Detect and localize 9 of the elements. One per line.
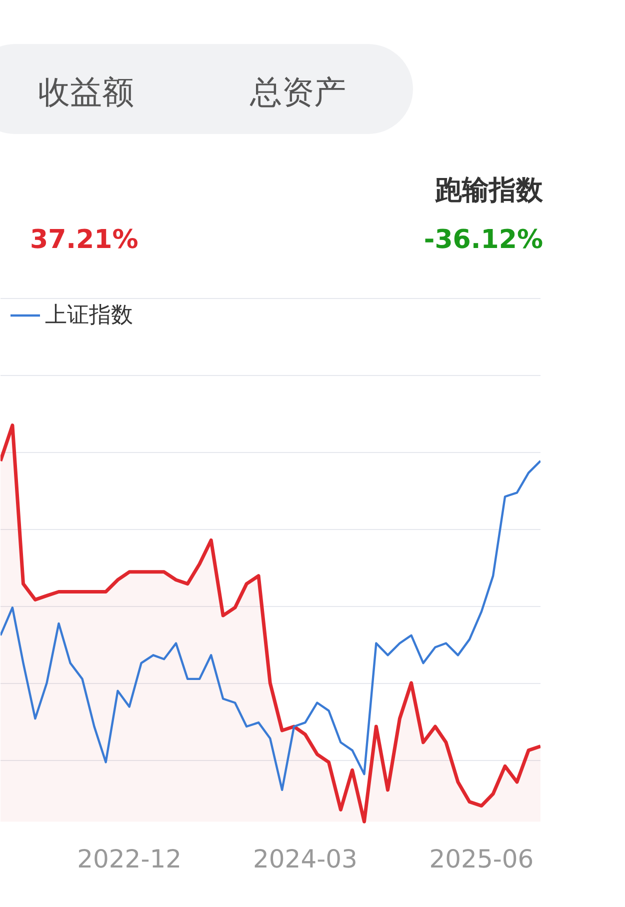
text: 总资产 — [250, 72, 346, 113]
x-tick-label: 2022-12 — [77, 844, 182, 874]
text: -36.12% — [424, 224, 543, 257]
x-tick-label: 2024-03 — [252, 844, 358, 874]
x-tick-label: 2025-06 — [429, 844, 534, 874]
legend-label: 上证指数 — [45, 302, 133, 330]
text: 收益额 — [38, 72, 134, 113]
text: 37.21% — [30, 224, 138, 257]
text: 跑输指数 — [435, 174, 543, 208]
